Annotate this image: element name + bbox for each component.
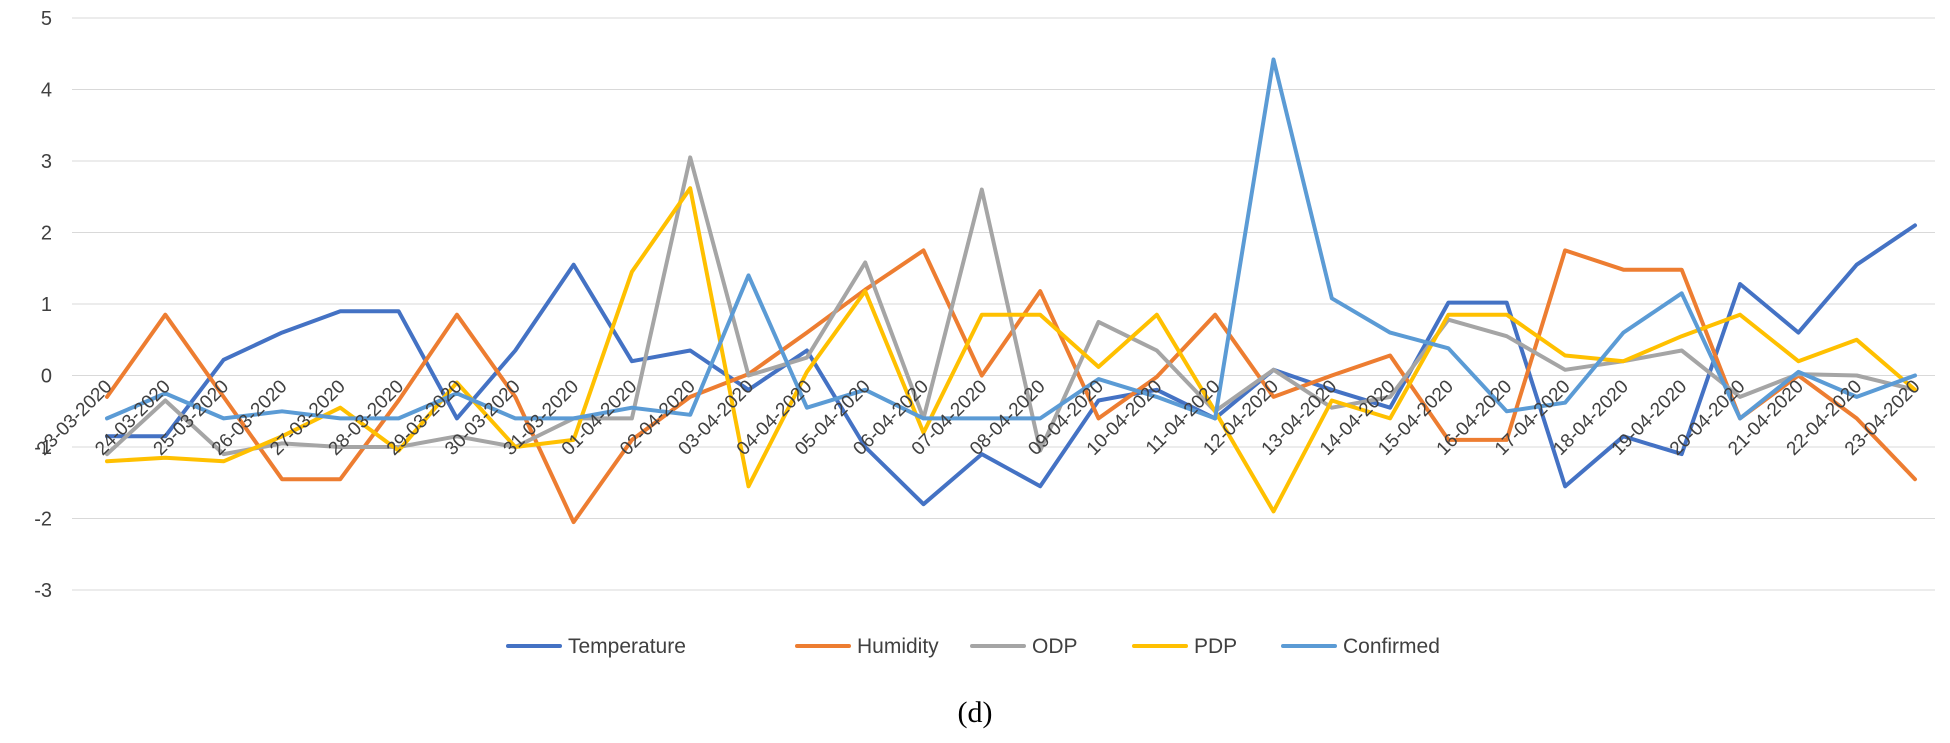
legend-label-humidity: Humidity — [857, 635, 939, 658]
series-line-odp — [105, 155, 1917, 457]
y-tick-label: -1 — [34, 437, 52, 459]
y-tick-label: 3 — [41, 151, 52, 173]
series-line-temperature — [105, 223, 1917, 507]
legend-label-confirmed: Confirmed — [1343, 635, 1440, 658]
y-tick-label: -2 — [34, 509, 52, 531]
legend: Temperature Humidity ODP PDP Confirmed — [506, 635, 1440, 658]
legend-label-odp: ODP — [1032, 635, 1078, 658]
series-line-humidity — [105, 248, 1917, 525]
y-tick-label: 0 — [41, 366, 52, 388]
y-tick-label: 1 — [41, 294, 52, 316]
figure-caption: (d) — [958, 696, 993, 729]
legend-label-temperature: Temperature — [568, 635, 686, 658]
y-tick-label: 4 — [41, 80, 52, 102]
series-lines — [105, 57, 1917, 525]
y-tick-label: 5 — [41, 8, 52, 30]
y-tick-label: -3 — [34, 580, 52, 602]
y-axis-ticks: -3 -2 -1 0 1 2 3 4 5 — [34, 8, 52, 602]
series-line-pdp — [105, 186, 1917, 514]
y-tick-label: 2 — [41, 223, 52, 245]
gridlines — [72, 17, 1935, 591]
series-line-confirmed — [105, 57, 1917, 421]
legend-label-pdp: PDP — [1194, 635, 1237, 658]
